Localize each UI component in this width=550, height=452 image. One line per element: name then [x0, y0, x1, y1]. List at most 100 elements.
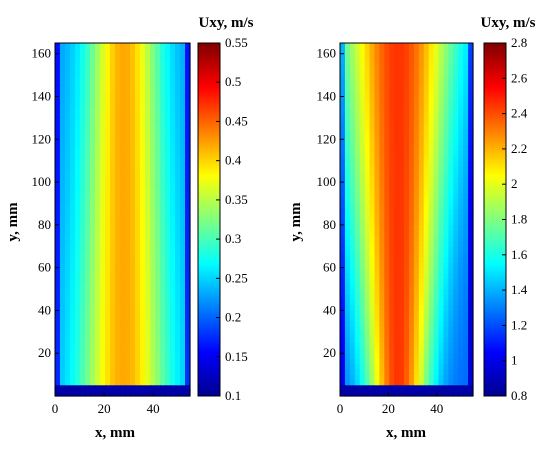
heatmap-cell: [463, 64, 469, 71]
heatmap-cell: [95, 85, 101, 92]
heatmap-cell: [448, 390, 454, 397]
heatmap-cell: [369, 48, 376, 55]
heatmap-cell: [65, 214, 71, 221]
heatmap-cell: [418, 219, 425, 226]
heatmap-cell: [340, 182, 346, 189]
heatmap-cell: [55, 219, 61, 226]
heatmap-cell: [170, 149, 176, 156]
heatmap-cell: [433, 353, 440, 360]
heatmap-cell: [364, 283, 371, 290]
heatmap-cell: [165, 235, 171, 242]
heatmap-cell: [170, 262, 176, 269]
heatmap-cell: [379, 214, 385, 221]
heatmap-cell: [433, 198, 440, 205]
heatmap-cell: [90, 176, 96, 183]
heatmap-cell: [379, 337, 385, 344]
heatmap-cell: [354, 117, 361, 124]
heatmap-cell: [130, 91, 136, 98]
heatmap-cell: [55, 246, 61, 253]
heatmap-cell: [463, 155, 469, 162]
heatmap-cell: [90, 64, 96, 71]
heatmap-cell: [130, 75, 136, 82]
heatmap-cell: [384, 64, 390, 71]
heatmap-cell: [75, 369, 81, 376]
heatmap-cell: [349, 342, 356, 349]
heatmap-cell: [100, 171, 106, 178]
heatmap-cell: [448, 337, 454, 344]
heatmap-cell: [428, 139, 435, 146]
heatmap-cell: [428, 176, 435, 183]
heatmap-cell: [340, 214, 346, 221]
heatmap-cell: [100, 91, 106, 98]
heatmap-cell: [185, 198, 191, 205]
heatmap-cell: [394, 272, 400, 279]
heatmap-cell: [374, 80, 381, 87]
heatmap-cell: [135, 326, 141, 333]
heatmap-cell: [60, 166, 66, 172]
heatmap-cell: [453, 128, 459, 135]
heatmap-cell: [135, 107, 141, 114]
heatmap-cell: [65, 331, 71, 338]
heatmap-cell: [60, 224, 66, 231]
heatmap-cell: [185, 219, 191, 226]
heatmap-cell: [80, 192, 86, 199]
heatmap-cell: [170, 267, 176, 274]
heatmap-cell: [60, 64, 66, 71]
heatmap-cell: [433, 128, 440, 135]
colorbar-tick-label: 1.8: [511, 212, 527, 227]
heatmap-cell: [165, 101, 171, 108]
heatmap-cell: [70, 278, 76, 285]
heatmap-cell: [443, 53, 449, 60]
heatmap-cell: [110, 144, 116, 151]
heatmap-cell: [165, 133, 171, 140]
heatmap-cell: [65, 176, 71, 183]
heatmap-cell: [340, 176, 346, 183]
heatmap-cell: [458, 219, 464, 226]
heatmap-cell: [349, 278, 356, 285]
heatmap-cell: [150, 133, 156, 140]
heatmap-cell: [404, 256, 410, 263]
heatmap-cell: [374, 310, 381, 317]
heatmap-cell: [384, 96, 390, 103]
heatmap-cell: [458, 331, 464, 338]
heatmap-cell: [369, 171, 376, 178]
colorbar-tick-label: 0.2: [225, 310, 241, 325]
heatmap-cell: [413, 64, 420, 71]
heatmap-cell: [150, 289, 156, 295]
heatmap-cell: [135, 283, 141, 290]
heatmap-cell: [85, 342, 91, 349]
heatmap-cell: [175, 358, 181, 365]
heatmap-cell: [180, 337, 186, 344]
heatmap-cell: [180, 272, 186, 279]
y-tick-label: 40: [38, 302, 51, 317]
heatmap-cell: [394, 230, 400, 237]
heatmap-cell: [160, 171, 166, 178]
heatmap-cell: [389, 112, 395, 119]
heatmap-cell: [165, 96, 171, 103]
heatmap-cell: [175, 315, 181, 322]
heatmap-cell: [160, 198, 166, 205]
heatmap-cell: [60, 315, 66, 322]
heatmap-cell: [413, 139, 420, 146]
heatmap-cell: [180, 256, 186, 263]
heatmap-cell: [65, 43, 71, 49]
heatmap-cell: [364, 305, 371, 312]
heatmap-cell: [55, 299, 61, 306]
heatmap-cell: [443, 219, 449, 226]
heatmap-cell: [404, 53, 410, 60]
heatmap-cell: [463, 347, 469, 354]
heatmap-cell: [115, 80, 121, 87]
heatmap-cell: [413, 278, 420, 285]
heatmap-cell: [170, 326, 176, 333]
heatmap-cell: [55, 379, 61, 386]
heatmap-cell: [80, 224, 86, 231]
heatmap-cell: [408, 43, 415, 49]
heatmap-cell: [458, 235, 464, 242]
heatmap-cell: [364, 374, 371, 381]
heatmap-cell: [175, 251, 181, 258]
heatmap-cell: [379, 59, 385, 65]
heatmap-cell: [120, 272, 126, 279]
heatmap-cell: [423, 64, 430, 71]
heatmap-cell: [60, 171, 66, 178]
heatmap-cell: [145, 144, 151, 151]
